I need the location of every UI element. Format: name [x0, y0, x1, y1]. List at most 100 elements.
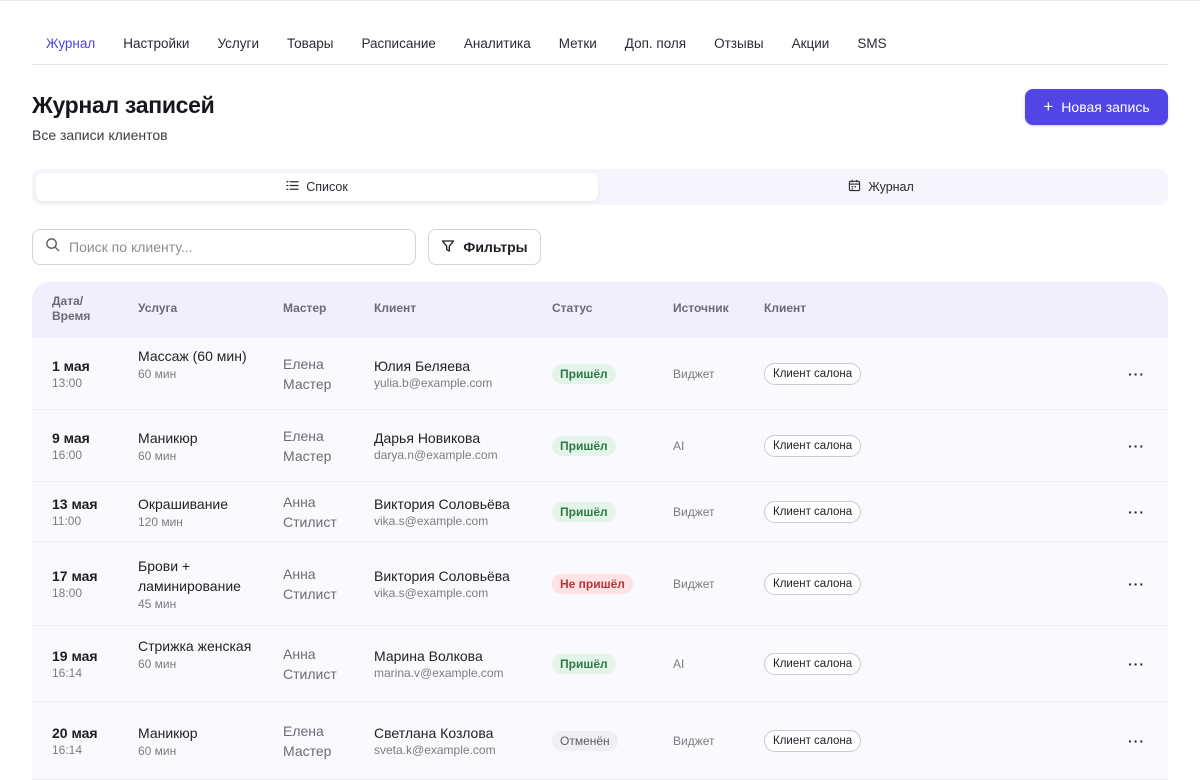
cell-client: Юлия Беляева yulia.b@example.com	[374, 357, 492, 391]
cell-service: Стрижка женская 60 мин	[138, 636, 258, 672]
table-row[interactable]: 13 мая 11:00 Окрашивание 120 мин Анна Ст…	[32, 482, 1168, 542]
row-actions-menu[interactable]: ···	[1128, 576, 1145, 592]
service-duration: 60 мин	[138, 367, 177, 381]
client-name[interactable]: Светлана Козлова	[374, 725, 494, 741]
nav-tab-9[interactable]: Акции	[791, 36, 830, 51]
view-toggle: Список Журнал	[32, 169, 1168, 205]
cell-master: Анна Стилист	[283, 644, 353, 684]
appointment-date: 1 мая	[52, 358, 90, 374]
row-actions-menu[interactable]: ···	[1128, 366, 1145, 382]
client-name[interactable]: Марина Волкова	[374, 648, 483, 664]
cell-source: Виджет	[673, 366, 715, 382]
appointment-date: 13 мая	[52, 496, 98, 512]
cell-client-type: Клиент салона	[764, 653, 862, 675]
appointments-table: Дата/ Время Услуга Мастер Клиент Статус …	[32, 282, 1168, 780]
cell-datetime: 13 мая 11:00	[52, 495, 98, 529]
service-name: Маникюр	[138, 725, 198, 741]
search-icon	[45, 237, 60, 257]
cell-source: AI	[673, 656, 684, 672]
top-divider	[0, 0, 1200, 1]
client-name[interactable]: Виктория Соловьёва	[374, 496, 510, 512]
table-row[interactable]: 17 мая 18:00 Брови + ламинирование 45 ми…	[32, 542, 1168, 626]
nav-tab-8[interactable]: Отзывы	[714, 36, 764, 51]
nav-tab-0[interactable]: Журнал	[46, 36, 96, 51]
cell-service: Маникюр 60 мин	[138, 428, 258, 464]
nav-tab-7[interactable]: Доп. поля	[624, 36, 687, 51]
cell-client-type: Клиент салона	[764, 363, 862, 385]
table-row[interactable]: 20 мая 16:14 Маникюр 60 мин Елена Мастер…	[32, 702, 1168, 780]
nav-tab-2[interactable]: Услуги	[217, 36, 259, 51]
cell-master: Анна Стилист	[283, 564, 353, 604]
filters-button[interactable]: Фильтры	[428, 229, 541, 265]
source-label: AI	[673, 657, 685, 671]
table-row[interactable]: 19 мая 16:14 Стрижка женская 60 мин Анна…	[32, 626, 1168, 702]
nav-tab-3[interactable]: Товары	[286, 36, 334, 51]
cell-client: Дарья Новикова darya.n@example.com	[374, 429, 498, 463]
client-email: darya.n@example.com	[374, 448, 498, 462]
cell-status: Пришёл	[552, 436, 616, 456]
service-duration: 60 мин	[138, 657, 177, 671]
service-duration: 60 мин	[138, 744, 177, 758]
plus-icon: +	[1043, 97, 1054, 116]
row-actions-menu[interactable]: ···	[1128, 504, 1145, 520]
top-nav: Журнал Настройки Услуги Товары Расписание Ана…	[32, 36, 1168, 65]
nav-tab-4[interactable]: Расписание	[361, 36, 436, 51]
nav-tab-1[interactable]: Настройки	[123, 36, 190, 51]
new-appointment-button[interactable]: + Новая запись	[1025, 89, 1168, 125]
client-email: marina.v@example.com	[374, 666, 504, 680]
service-name: Стрижка женская	[138, 638, 252, 654]
view-tab-list[interactable]: Список	[36, 173, 598, 201]
client-search	[32, 229, 416, 265]
cell-datetime: 9 мая 16:00	[52, 429, 90, 463]
cell-datetime: 20 мая 16:14	[52, 724, 98, 758]
row-divider	[32, 541, 1168, 542]
source-label: Виджет	[673, 505, 715, 519]
col-master: Мастер	[283, 301, 327, 315]
service-duration: 120 мин	[138, 515, 183, 529]
col-datetime: Дата/ Время	[52, 294, 91, 323]
appointment-time: 13:00	[52, 376, 83, 390]
row-actions-menu[interactable]: ···	[1128, 656, 1145, 672]
client-type-chip: Клиент салона	[764, 501, 862, 523]
client-type-chip: Клиент салона	[764, 363, 862, 385]
client-email: sveta.k@example.com	[374, 743, 496, 757]
client-name[interactable]: Виктория Соловьёва	[374, 568, 510, 584]
client-name[interactable]: Дарья Новикова	[374, 430, 481, 446]
cell-master: Елена Мастер	[283, 354, 353, 394]
client-name[interactable]: Юлия Беляева	[374, 358, 471, 374]
row-actions-menu[interactable]: ···	[1128, 438, 1145, 454]
cell-datetime: 1 мая 13:00	[52, 357, 90, 391]
cell-status: Пришёл	[552, 502, 616, 522]
cell-status: Не пришёл	[552, 574, 633, 594]
search-input[interactable]	[69, 239, 389, 255]
cell-master: Анна Стилист	[283, 492, 353, 532]
source-label: Виджет	[673, 734, 715, 748]
row-actions-menu[interactable]: ···	[1128, 733, 1145, 749]
master-name: Елена Мастер	[283, 428, 332, 464]
cell-service: Массаж (60 мин) 60 мин	[138, 346, 258, 382]
cell-datetime: 19 мая 16:14	[52, 647, 98, 681]
view-tab-list-label: Список	[306, 180, 348, 194]
filters-label: Фильтры	[463, 239, 528, 255]
appointment-time: 16:00	[52, 448, 83, 462]
table-row[interactable]: 9 мая 16:00 Маникюр 60 мин Елена Мастер …	[32, 410, 1168, 482]
cell-client: Виктория Соловьёва vika.s@example.com	[374, 567, 510, 601]
master-name: Анна Стилист	[283, 494, 337, 530]
cell-service: Окрашивание 120 мин	[138, 494, 258, 530]
nav-tab-6[interactable]: Метки	[558, 36, 597, 51]
client-email: vika.s@example.com	[374, 586, 489, 600]
row-divider	[32, 409, 1168, 410]
appointment-time: 18:00	[52, 586, 83, 600]
service-name: Окрашивание	[138, 496, 229, 512]
row-divider	[32, 481, 1168, 482]
table-row[interactable]: 1 мая 13:00 Массаж (60 мин) 60 мин Елена…	[32, 338, 1168, 410]
view-tab-journal[interactable]: Журнал	[598, 173, 1164, 201]
client-email: yulia.b@example.com	[374, 376, 493, 390]
cell-client-type: Клиент салона	[764, 501, 862, 523]
cell-client-type: Клиент салона	[764, 730, 862, 752]
nav-tab-5[interactable]: Аналитика	[463, 36, 531, 51]
col-client-type: Клиент	[764, 301, 807, 315]
appointment-date: 9 мая	[52, 430, 90, 446]
nav-tab-10[interactable]: SMS	[857, 36, 887, 51]
cell-source: Виджет	[673, 733, 715, 749]
